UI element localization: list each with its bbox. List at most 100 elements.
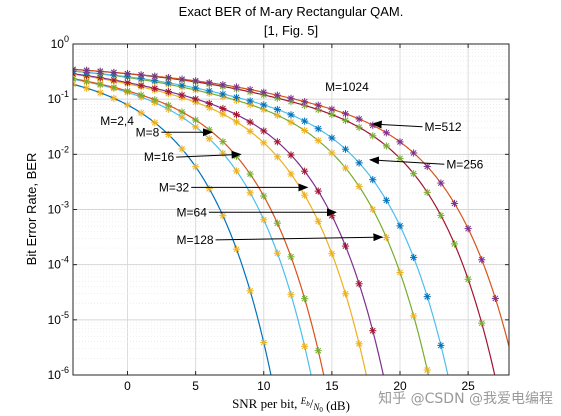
y-tick-label: 10-1	[48, 89, 69, 106]
x-axis-label-slash: /	[310, 396, 314, 411]
ber-marker-m1024	[232, 83, 241, 91]
ber-marker-m64	[164, 87, 172, 96]
x-axis-label: SNR per bit, Eb/N0 (dB)	[232, 396, 350, 414]
ber-marker-m512	[423, 188, 431, 196]
ber-marker-m512	[341, 116, 350, 124]
ber-marker-m64	[314, 187, 322, 195]
ber-marker-m512	[369, 132, 377, 140]
ber-marker-m8	[205, 135, 213, 143]
ber-marker-m1024	[464, 225, 472, 233]
x-axis-label-eb-sub: b	[306, 400, 310, 408]
ber-marker-m1024	[341, 110, 350, 118]
ber-marker-m1024	[137, 71, 145, 79]
ber-marker-m1024	[423, 162, 431, 171]
ber-marker-m256	[287, 111, 295, 119]
ber-marker-m4	[178, 145, 186, 153]
ber-marker-m16	[301, 295, 309, 303]
ber-marker-m16	[314, 347, 322, 355]
y-tick-label: 10-4	[48, 255, 69, 272]
ber-marker-m256	[355, 159, 363, 167]
ber-marker-m512	[410, 170, 418, 178]
ber-marker-m16	[137, 91, 145, 99]
ber-marker-m8	[273, 249, 281, 257]
annotation-label: M=256	[446, 157, 483, 171]
ber-marker-m64	[328, 212, 336, 220]
ber-marker-m32	[341, 290, 350, 298]
ber-marker-m1024	[301, 98, 309, 106]
ber-marker-m256	[273, 105, 281, 114]
ber-marker-m32	[273, 153, 281, 161]
ber-marker-m64	[178, 91, 186, 99]
ber-marker-m16	[273, 219, 281, 227]
ber-marker-m128	[382, 233, 390, 242]
annotation-label: M=64	[177, 205, 208, 219]
ber-marker-m128	[273, 111, 281, 119]
ber-marker-m64	[341, 242, 350, 250]
grid-lines	[73, 43, 509, 376]
ber-marker-m256	[260, 101, 268, 109]
ber-marker-m1024	[410, 149, 418, 157]
ber-marker-m64	[219, 104, 227, 113]
ber-marker-m256	[382, 196, 390, 204]
ber-marker-m256	[301, 117, 309, 125]
x-tick-label: 20	[393, 379, 407, 393]
ber-marker-m1024	[110, 68, 118, 77]
ber-marker-m64	[355, 280, 363, 288]
x-axis-label-n0-sub: 0	[319, 406, 323, 414]
ber-marker-m4	[260, 338, 268, 347]
ber-marker-m1024	[151, 72, 159, 80]
ber-marker-m1024	[73, 65, 77, 73]
ber-marker-m1024	[396, 138, 404, 146]
annotation-label: M=128	[177, 233, 214, 247]
ber-marker-m256	[232, 93, 241, 101]
ber-marker-m1024	[437, 179, 445, 187]
ber-marker-m64	[151, 84, 159, 92]
ber-marker-m4	[137, 109, 145, 117]
ber-marker-m16	[178, 108, 186, 116]
ber-marker-m128	[369, 205, 377, 213]
ber-marker-m32	[260, 139, 268, 147]
ber-marker-m1024	[287, 94, 295, 102]
ber-marker-m1024	[205, 79, 213, 87]
curve-annotations: M=1024 M=512 M=256 M=2,4M=8 M=16 M=32 M=64 M=12…	[100, 80, 483, 247]
ber-marker-m64	[301, 167, 309, 175]
ber-marker-m4	[246, 287, 254, 295]
ber-marker-m1024	[192, 77, 200, 85]
ber-marker-m32	[314, 217, 322, 225]
ber-marker-m16	[73, 74, 77, 83]
ber-marker-m512	[355, 123, 363, 131]
ber-marker-m4	[73, 80, 77, 88]
ber-marker-m1024	[382, 129, 390, 137]
ber-marker-m8	[232, 167, 241, 175]
ber-marker-m1024	[355, 115, 363, 123]
ber-marker-m128	[328, 149, 336, 157]
chart-title: Exact BER of M-ary Rectangular QAM.	[179, 4, 404, 19]
y-tick-label: 10-2	[48, 144, 69, 161]
ber-marker-m128	[396, 268, 404, 277]
annotation-arrow	[215, 233, 384, 242]
ber-marker-m1024	[123, 69, 132, 78]
x-axis-label-eb: E	[300, 396, 307, 406]
ber-marker-m4	[151, 119, 159, 127]
y-tick-label: 10-5	[48, 310, 69, 327]
ber-marker-m8	[219, 149, 227, 157]
ber-marker-m128	[287, 118, 295, 126]
ber-marker-m256	[314, 125, 322, 133]
ber-marker-m512	[464, 275, 472, 283]
annotation-arrow	[176, 150, 242, 159]
ber-marker-m32	[328, 250, 336, 258]
ber-marker-m4	[123, 101, 132, 109]
ber-marker-m1024	[314, 101, 322, 109]
ber-marker-m8	[301, 342, 309, 350]
annotation-arrow	[369, 156, 445, 165]
x-tick-label: 5	[192, 379, 199, 393]
ber-marker-m8	[192, 123, 200, 131]
ber-marker-m512	[396, 154, 404, 163]
ber-marker-m1024	[246, 85, 254, 94]
ber-marker-m1024	[96, 67, 104, 75]
ber-marker-m256	[410, 253, 418, 262]
ber-marker-m1024	[83, 66, 91, 74]
ber-marker-m1024	[178, 75, 186, 83]
ber-marker-m1024	[450, 199, 459, 208]
ber-marker-m512	[382, 142, 390, 150]
